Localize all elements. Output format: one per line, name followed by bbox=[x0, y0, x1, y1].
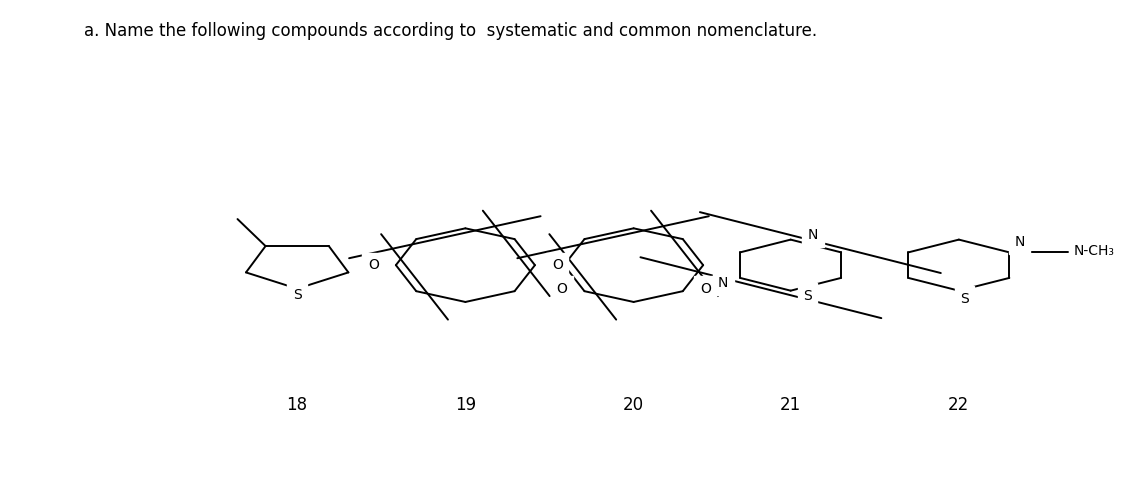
Text: a. Name the following compounds according to  systematic and common nomenclature: a. Name the following compounds accordin… bbox=[84, 22, 817, 40]
Text: N: N bbox=[718, 276, 729, 290]
Text: N: N bbox=[808, 228, 818, 242]
Text: S: S bbox=[803, 289, 812, 302]
Text: 18: 18 bbox=[287, 396, 308, 414]
Text: 20: 20 bbox=[623, 396, 645, 414]
Text: S: S bbox=[960, 292, 969, 305]
Text: O: O bbox=[368, 258, 379, 272]
Text: N-CH₃: N-CH₃ bbox=[1073, 244, 1114, 258]
Text: O: O bbox=[700, 282, 711, 296]
Text: 21: 21 bbox=[780, 396, 801, 414]
Text: 19: 19 bbox=[455, 396, 476, 414]
Text: N: N bbox=[1015, 235, 1025, 248]
Text: 22: 22 bbox=[948, 396, 970, 414]
Text: S: S bbox=[292, 288, 302, 302]
Text: O: O bbox=[552, 258, 562, 272]
Text: O: O bbox=[557, 282, 567, 296]
